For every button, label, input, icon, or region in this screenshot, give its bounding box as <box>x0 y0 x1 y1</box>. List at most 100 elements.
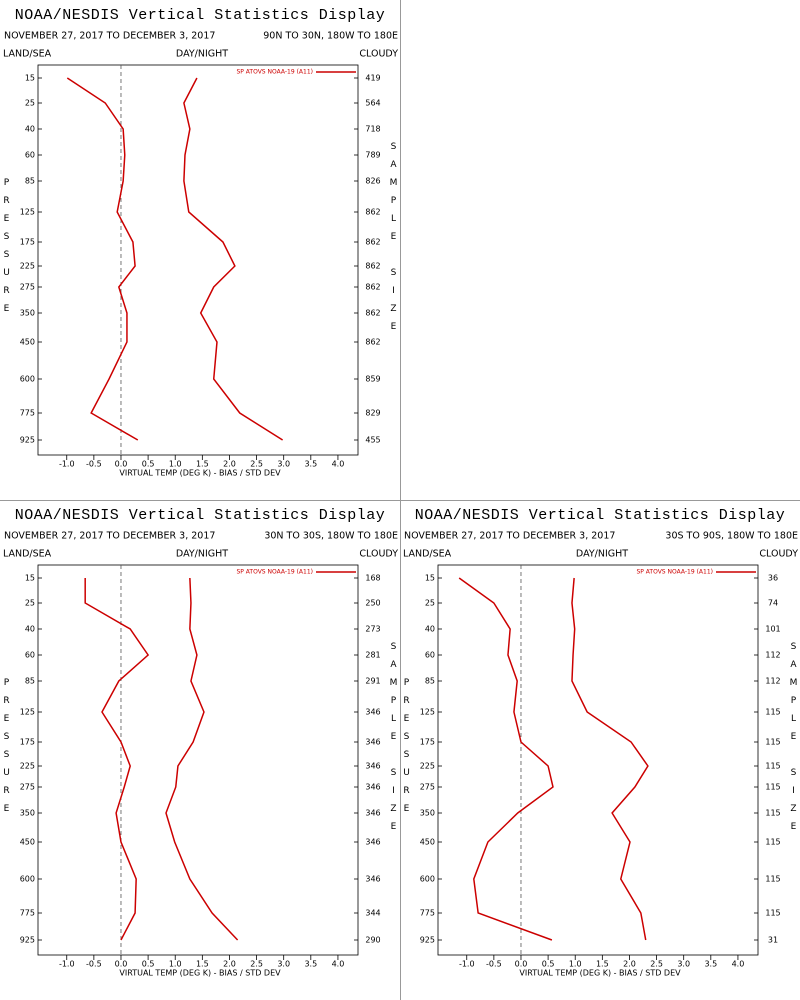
x-tick-label: 4.0 <box>332 960 345 969</box>
y-tick-label: 60 <box>425 651 435 660</box>
chart-title: NOAA/NESDIS Vertical Statistics Display <box>15 507 386 524</box>
y-tick-label: 600 <box>420 875 435 884</box>
sample-size-label: 115 <box>765 783 780 792</box>
y-tick-label: 85 <box>25 177 35 186</box>
sample-size-label: 346 <box>365 809 380 818</box>
land-sea-label: LAND/SEA <box>403 549 452 560</box>
y-tick-label: 40 <box>425 625 435 634</box>
sample-size-label: 115 <box>765 708 780 717</box>
y-tick-label: 275 <box>420 783 435 792</box>
sample-size-label: 564 <box>365 99 380 108</box>
y-tick-label: 925 <box>20 936 35 945</box>
y-tick-label: 15 <box>25 74 35 83</box>
x-tick-label: 1.5 <box>196 960 209 969</box>
y-tick-label: 350 <box>420 809 435 818</box>
sample-size-label: 862 <box>365 238 380 247</box>
sample-size-label: 281 <box>365 651 380 660</box>
legend-label: SP ATOVS NOAA-19 (A11) <box>236 569 313 576</box>
x-tick-label: 3.5 <box>304 460 317 469</box>
sample-size-label: 115 <box>765 838 780 847</box>
sample-size-label: 346 <box>365 875 380 884</box>
x-tick-label: 4.0 <box>332 460 345 469</box>
land-sea-label: LAND/SEA <box>3 49 52 60</box>
legend-label: SP ATOVS NOAA-19 (A11) <box>636 569 713 576</box>
plot-frame <box>437 564 759 956</box>
sample-size-label: 115 <box>765 909 780 918</box>
sample-size-label: 862 <box>365 283 380 292</box>
y-tick-label: 350 <box>20 309 35 318</box>
day-night-label: DAY/NIGHT <box>576 549 628 560</box>
sample-size-label: 31 <box>768 936 778 945</box>
sample-size-label: 115 <box>765 809 780 818</box>
y-tick-label: 925 <box>20 436 35 445</box>
sample-size-label: 101 <box>765 625 780 634</box>
y-tick-label: 775 <box>20 409 35 418</box>
region: 30N TO 30S, 180W TO 180E <box>264 531 398 542</box>
y-tick-label: 775 <box>420 909 435 918</box>
sample-size-label: 346 <box>365 838 380 847</box>
y-tick-label: 600 <box>20 875 35 884</box>
x-axis-label: VIRTUAL TEMP (DEG K) - BIAS / STD DEV <box>119 469 281 478</box>
y-tick-label: 25 <box>25 599 35 608</box>
sample-size-label: 455 <box>365 436 380 445</box>
y-tick-label: 175 <box>20 738 35 747</box>
series-line <box>84 578 150 941</box>
chart-panel: NOAA/NESDIS Vertical Statistics Display N… <box>2 507 399 978</box>
y-tick-label: 450 <box>20 338 35 347</box>
x-tick-label: 0.0 <box>115 960 128 969</box>
sample-size-label: 829 <box>365 409 380 418</box>
y-tick-label: 600 <box>20 375 35 384</box>
sample-size-label: 344 <box>365 909 380 918</box>
y-axis-label: PRESSURE <box>402 678 412 822</box>
y-tick-label: 25 <box>425 599 435 608</box>
x-tick-label: 2.5 <box>250 460 263 469</box>
plot-frame <box>37 564 359 956</box>
y-tick-label: 125 <box>420 708 435 717</box>
sample-size-label: 826 <box>365 177 380 186</box>
x-axis-label: VIRTUAL TEMP (DEG K) - BIAS / STD DEV <box>119 969 281 978</box>
sample-size-label: 273 <box>365 625 380 634</box>
region: 90N TO 30N, 180W TO 180E <box>263 31 398 42</box>
sample-size-label: 168 <box>365 574 380 583</box>
x-tick-label: -0.5 <box>486 960 502 969</box>
y2-axis-label: SAMPLE SIZE <box>389 642 399 840</box>
y-tick-label: 60 <box>25 651 35 660</box>
chart-panel: NOAA/NESDIS Vertical Statistics Display N… <box>2 7 399 478</box>
sample-size-label: 862 <box>365 208 380 217</box>
sample-size-label: 718 <box>365 125 380 134</box>
y-tick-label: 175 <box>420 738 435 747</box>
sample-size-label: 862 <box>365 309 380 318</box>
sample-size-label: 862 <box>365 338 380 347</box>
series-line <box>571 577 649 941</box>
cloudy-label: CLOUDY <box>759 549 798 560</box>
x-tick-label: 3.5 <box>704 960 717 969</box>
sample-size-label: 346 <box>365 783 380 792</box>
x-tick-label: 0.5 <box>142 460 155 469</box>
cloudy-label: CLOUDY <box>359 49 398 60</box>
y-tick-label: 125 <box>20 208 35 217</box>
sample-size-label: 859 <box>365 375 380 384</box>
x-tick-label: 2.0 <box>223 460 236 469</box>
sample-size-label: 115 <box>765 762 780 771</box>
x-tick-label: 2.5 <box>650 960 663 969</box>
x-tick-label: 2.0 <box>623 960 636 969</box>
region: 30S TO 90S, 180W TO 180E <box>665 531 798 542</box>
sample-size-label: 346 <box>365 708 380 717</box>
legend-label: SP ATOVS NOAA-19 (A11) <box>236 69 313 76</box>
x-tick-label: 1.0 <box>569 960 582 969</box>
x-axis-label: VIRTUAL TEMP (DEG K) - BIAS / STD DEV <box>519 969 681 978</box>
sample-size-label: 112 <box>765 651 780 660</box>
x-tick-label: 0.5 <box>142 960 155 969</box>
date-range: NOVEMBER 27, 2017 TO DECEMBER 3, 2017 <box>4 31 215 42</box>
cloudy-label: CLOUDY <box>359 549 398 560</box>
y-tick-label: 15 <box>25 574 35 583</box>
y-tick-label: 175 <box>20 238 35 247</box>
x-tick-label: 3.0 <box>277 460 290 469</box>
y-tick-label: 775 <box>20 909 35 918</box>
y-tick-label: 450 <box>20 838 35 847</box>
sample-size-label: 346 <box>365 762 380 771</box>
day-night-label: DAY/NIGHT <box>176 549 228 560</box>
x-tick-label: 4.0 <box>732 960 745 969</box>
sample-size-label: 36 <box>768 574 778 583</box>
